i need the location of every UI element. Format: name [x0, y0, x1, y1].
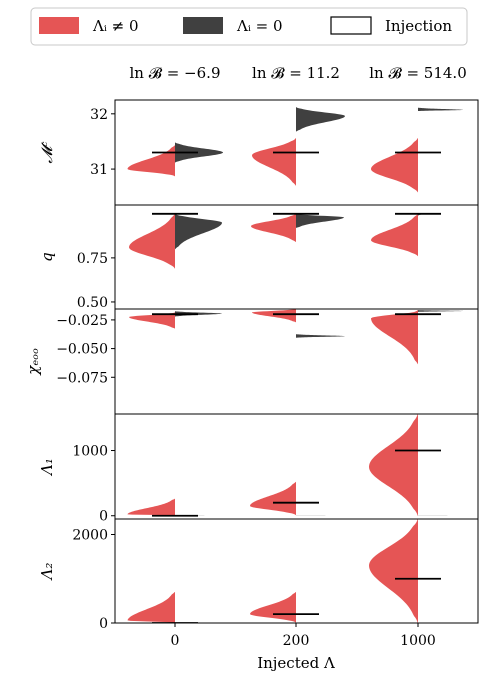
violin-nonzero-chi_eff-200 — [252, 309, 296, 323]
bayes-factor-0: ln 𝓑 = −6.9 — [130, 64, 221, 82]
panel-q: 0.50 0.75 q — [38, 204, 479, 311]
ytick-label-Lambda1-0: 0 — [99, 509, 108, 525]
violin-nonzero-Mc-0 — [127, 145, 175, 177]
violin-nonzero-q-200 — [251, 213, 296, 243]
legend-label-zero: Λᵢ = 0 — [236, 17, 283, 35]
legend: Λᵢ ≠ 0 Λᵢ = 0 Injection — [30, 7, 468, 46]
ytick-label-Lambda2-1: 2000 — [72, 527, 108, 543]
ytick-label-q-0: 0.50 — [77, 295, 108, 311]
plot-area-Lambda2 — [127, 519, 441, 623]
xtick-label-200: 200 — [283, 633, 310, 649]
panels: 31 32 𝓜ᶜ 0.50 0.75 q −0.025 −0.050 −0.075 χₑₒₒ 0 10… — [24, 99, 479, 649]
plot-area-Mc — [127, 107, 463, 193]
violin-nonzero-Lambda2-200 — [250, 592, 296, 623]
legend-swatch-nonzero — [39, 17, 79, 34]
plot-area-q — [129, 212, 441, 269]
panel-Lambda2: 0 2000 Λ₂ — [38, 518, 479, 632]
bayes-factor-200: ln 𝓑 = 11.2 — [252, 64, 340, 82]
xtick-label-0: 0 — [171, 633, 180, 649]
violin-nonzero-Mc-1000 — [371, 138, 418, 193]
violin-nonzero-q-1000 — [371, 213, 418, 257]
panel-Mc: 31 32 𝓜ᶜ — [38, 99, 479, 206]
violin-nonzero-Mc-200 — [252, 138, 296, 186]
ytick-label-chi_eff-1: −0.050 — [56, 342, 108, 358]
violin-nonzero-chi_eff-0 — [129, 312, 175, 329]
violin-nonzero-q-0 — [129, 213, 175, 269]
violin-zero-Mc-200 — [296, 107, 345, 132]
legend-label-injection: Injection — [385, 17, 452, 35]
ylabel-Lambda2: Λ₂ — [38, 563, 56, 582]
plot-area-Lambda1 — [127, 414, 466, 517]
violin-zero-q-0 — [175, 213, 222, 250]
ylabel-Lambda1: Λ₁ — [38, 458, 56, 477]
panel-chi_eff: −0.025 −0.050 −0.075 χₑₒₒ — [24, 308, 479, 415]
legend-label-nonzero: Λᵢ ≠ 0 — [92, 17, 139, 35]
x-axis-title: Injected Λ — [257, 654, 335, 672]
plot-area-chi_eff — [129, 309, 463, 365]
legend-swatch-zero — [183, 17, 223, 34]
panel-Lambda1: 0 1000 Λ₁ — [38, 413, 479, 525]
violin-nonzero-Lambda2-0 — [127, 592, 175, 623]
violin-nonzero-Lambda1-1000 — [369, 414, 418, 516]
ytick-label-Mc-1: 32 — [90, 107, 108, 123]
bayes-factor-1000: ln 𝓑 = 514.0 — [369, 64, 467, 82]
legend-swatch-injection — [330, 16, 372, 35]
ytick-label-chi_eff-0: −0.025 — [56, 313, 108, 329]
violin-zero-chi_eff-1000 — [418, 310, 463, 312]
violin-nonzero-chi_eff-1000 — [371, 310, 418, 365]
violin-zero-chi_eff-200 — [296, 334, 345, 338]
ylabel-chi_eff: χₑₒₒ — [24, 348, 42, 376]
ylabel-Mc: 𝓜ᶜ — [38, 141, 56, 163]
ytick-label-Mc-0: 31 — [90, 162, 108, 178]
ytick-label-chi_eff-2: −0.075 — [56, 370, 108, 386]
violin-zero-q-200 — [296, 213, 344, 228]
violin-nonzero-Lambda1-200 — [250, 481, 296, 516]
violin-zero-Mc-0 — [175, 142, 223, 163]
ytick-label-Lambda2-0: 0 — [99, 616, 108, 632]
violin-zero-chi_eff-0 — [175, 311, 222, 317]
ytick-label-q-1: 0.75 — [77, 251, 108, 267]
xtick-label-1000: 1000 — [400, 633, 436, 649]
violin-nonzero-Lambda1-0 — [127, 498, 175, 516]
ytick-label-Lambda1-1: 1000 — [72, 444, 108, 460]
ylabel-q: q — [38, 252, 56, 262]
violin-zero-Mc-1000 — [418, 107, 463, 112]
violin-nonzero-Lambda2-1000 — [369, 519, 418, 623]
